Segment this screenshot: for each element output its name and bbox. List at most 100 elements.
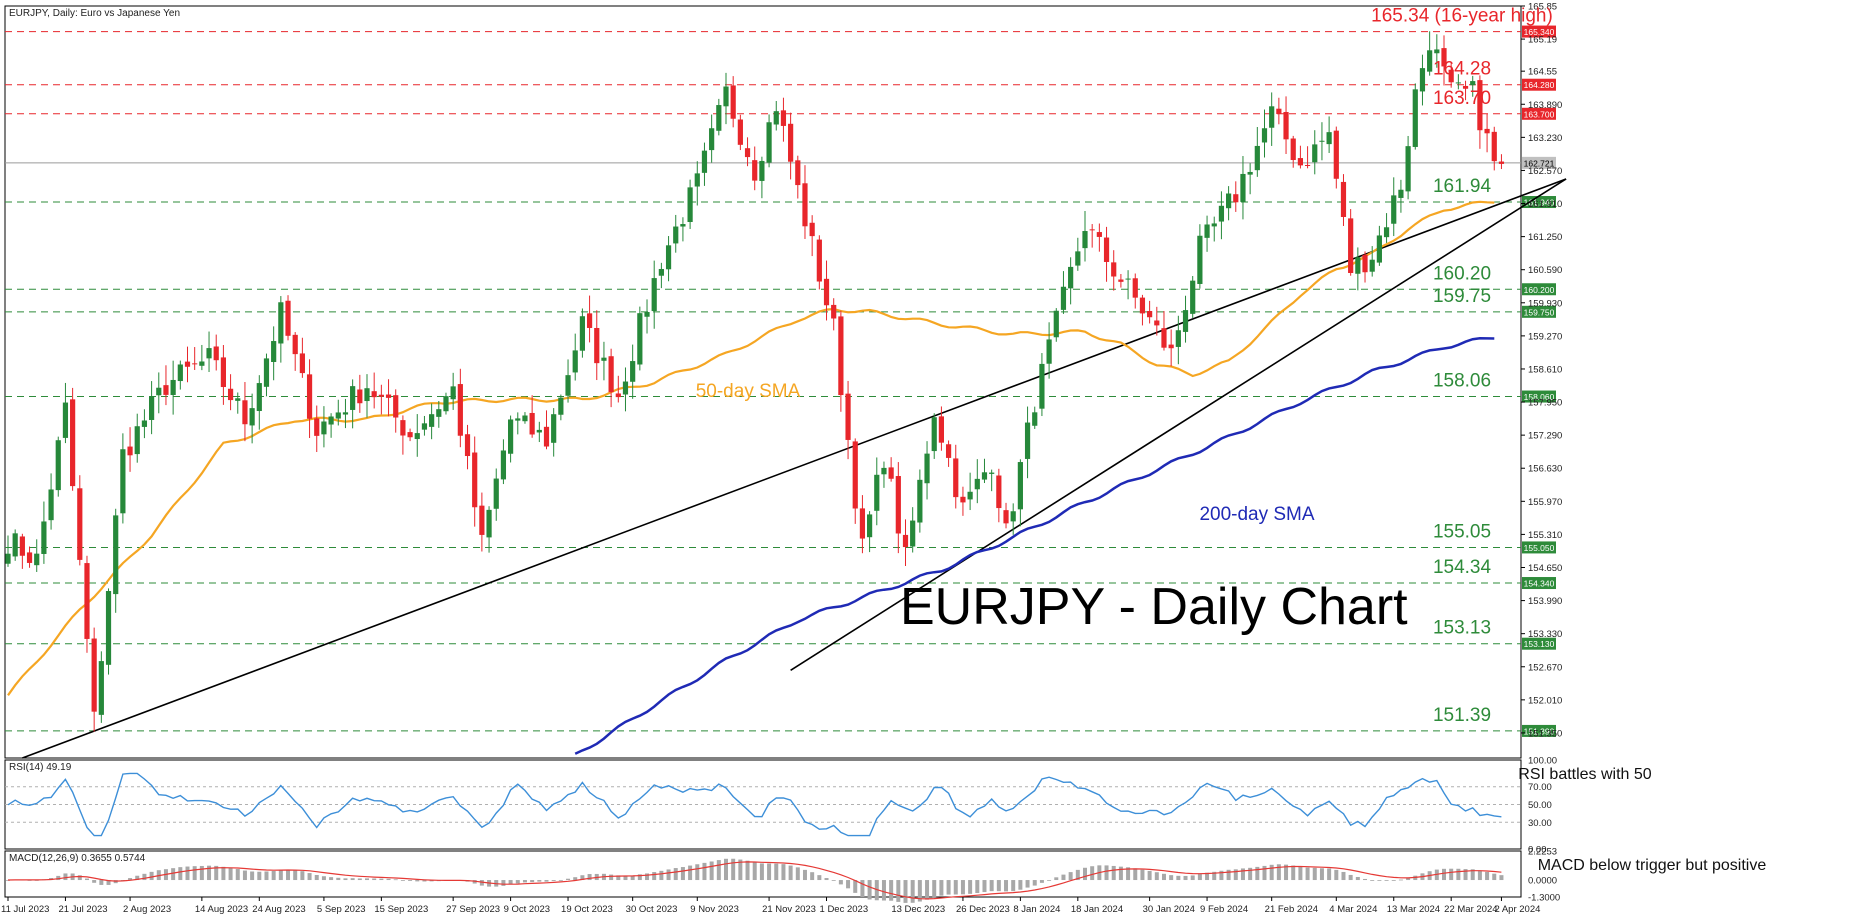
time-tick-label: 21 Nov 2023: [762, 904, 816, 915]
candle-body: [450, 386, 456, 400]
time-axis: 11 Jul 2023 21 Jul 2023 2 Aug 2023 14 Aug 2…: [1, 897, 1540, 915]
price-tick-label: 157.950: [1528, 398, 1562, 409]
macd-bar: [178, 867, 183, 881]
macd-bar: [235, 869, 240, 881]
macd-bar: [1348, 874, 1353, 881]
candle-body: [1383, 227, 1390, 238]
macd-bar: [1233, 869, 1238, 881]
sma200-line: [574, 336, 1495, 755]
macd-bar: [1391, 880, 1396, 881]
macd-bar: [1025, 880, 1030, 888]
price-tick-label: 156.630: [1528, 464, 1562, 475]
macd-bar: [860, 880, 865, 897]
candle-body: [1154, 320, 1160, 326]
time-tick-label: 9 Nov 2023: [690, 904, 739, 915]
level-label: 163.70: [1433, 88, 1491, 109]
macd-bar: [1011, 880, 1016, 892]
macd-bar: [609, 874, 614, 881]
price-tick-label: 155.970: [1528, 497, 1562, 508]
macd-bar: [573, 877, 578, 881]
candlesticks: [5, 31, 1505, 732]
macd-bar: [6, 880, 10, 881]
chart-title: EURJPY - Daily Chart: [900, 578, 1408, 636]
trendlines: [22, 178, 1567, 759]
candle-body: [393, 395, 399, 418]
macd-bar: [264, 871, 269, 881]
candle-body: [1434, 49, 1440, 54]
macd-bar: [300, 871, 305, 881]
candle-body: [235, 398, 241, 401]
candle-body: [1448, 69, 1454, 83]
macd-bar: [1248, 867, 1253, 881]
price-tick-label: 159.270: [1528, 331, 1562, 342]
macd-bar: [379, 878, 384, 881]
candle-body: [1261, 128, 1268, 143]
candle-body: [687, 187, 693, 222]
macd-bar: [207, 865, 212, 881]
macd-bar: [343, 878, 348, 881]
candle-body: [1211, 223, 1217, 227]
macd-bar: [917, 880, 922, 902]
macd-bar: [1126, 867, 1131, 881]
macd-bar: [314, 874, 319, 881]
candle-body: [113, 515, 119, 595]
trendline: [22, 178, 1567, 759]
macd-bar: [1083, 867, 1087, 881]
candle-body: [1111, 262, 1117, 277]
candle-body: [156, 387, 162, 396]
macd-bar: [357, 878, 362, 881]
candle-body: [1290, 138, 1296, 161]
macd-bar: [365, 878, 369, 881]
candle-body: [1391, 195, 1397, 224]
candle-body: [328, 416, 334, 425]
candle-body: [1118, 279, 1124, 282]
candle-body: [1283, 111, 1289, 140]
candle-body: [1254, 145, 1260, 171]
macd-bar: [515, 880, 520, 884]
macd-bar: [221, 866, 226, 881]
candle-body: [342, 412, 349, 415]
candle-body: [1405, 146, 1411, 192]
macd-bar: [903, 880, 908, 903]
candle-body: [177, 364, 183, 382]
candle-body: [953, 458, 959, 498]
macd-bar: [1341, 871, 1346, 881]
candle-body: [1089, 229, 1095, 231]
candle-body: [644, 312, 650, 317]
level-label: 164.28: [1433, 59, 1491, 80]
macd-bar: [745, 860, 750, 881]
candle-body: [551, 414, 557, 443]
macd-bar: [1118, 866, 1123, 881]
level-label: 158.06: [1433, 371, 1491, 392]
macd-bar: [1492, 873, 1497, 881]
macd-bar: [544, 880, 549, 882]
level-label: 160.20: [1433, 263, 1491, 284]
candle-body: [809, 222, 815, 237]
candle-body: [981, 472, 988, 480]
level-tag: [1522, 196, 1556, 209]
macd-bar: [838, 880, 843, 885]
candle-body: [1312, 144, 1318, 163]
candle-body: [141, 420, 148, 427]
price-tick-label: 157.290: [1528, 431, 1562, 442]
candle-body: [723, 86, 729, 107]
level-tag-text: 164.280: [1524, 80, 1555, 90]
macd-bar: [1406, 878, 1411, 881]
candle-body: [1376, 235, 1382, 263]
macd-tick-label: -1.3000: [1528, 893, 1560, 904]
candle-body: [414, 433, 420, 440]
candle-body: [1103, 237, 1110, 262]
price-tick-label: 155.310: [1528, 530, 1562, 541]
candle-body: [838, 316, 844, 396]
candle-body: [335, 412, 341, 419]
candle-body: [227, 388, 234, 401]
candle-body: [443, 396, 449, 412]
macd-indicator: 2.2253 0.0000 -1.3000: [6, 847, 1560, 904]
level-tag: [1522, 305, 1556, 318]
candle-body: [1082, 231, 1088, 249]
candle-body: [199, 361, 205, 366]
candle-body: [364, 388, 370, 402]
price-tick-label: 153.990: [1528, 596, 1562, 607]
candle-body: [285, 300, 291, 336]
candle-body: [1326, 132, 1332, 145]
